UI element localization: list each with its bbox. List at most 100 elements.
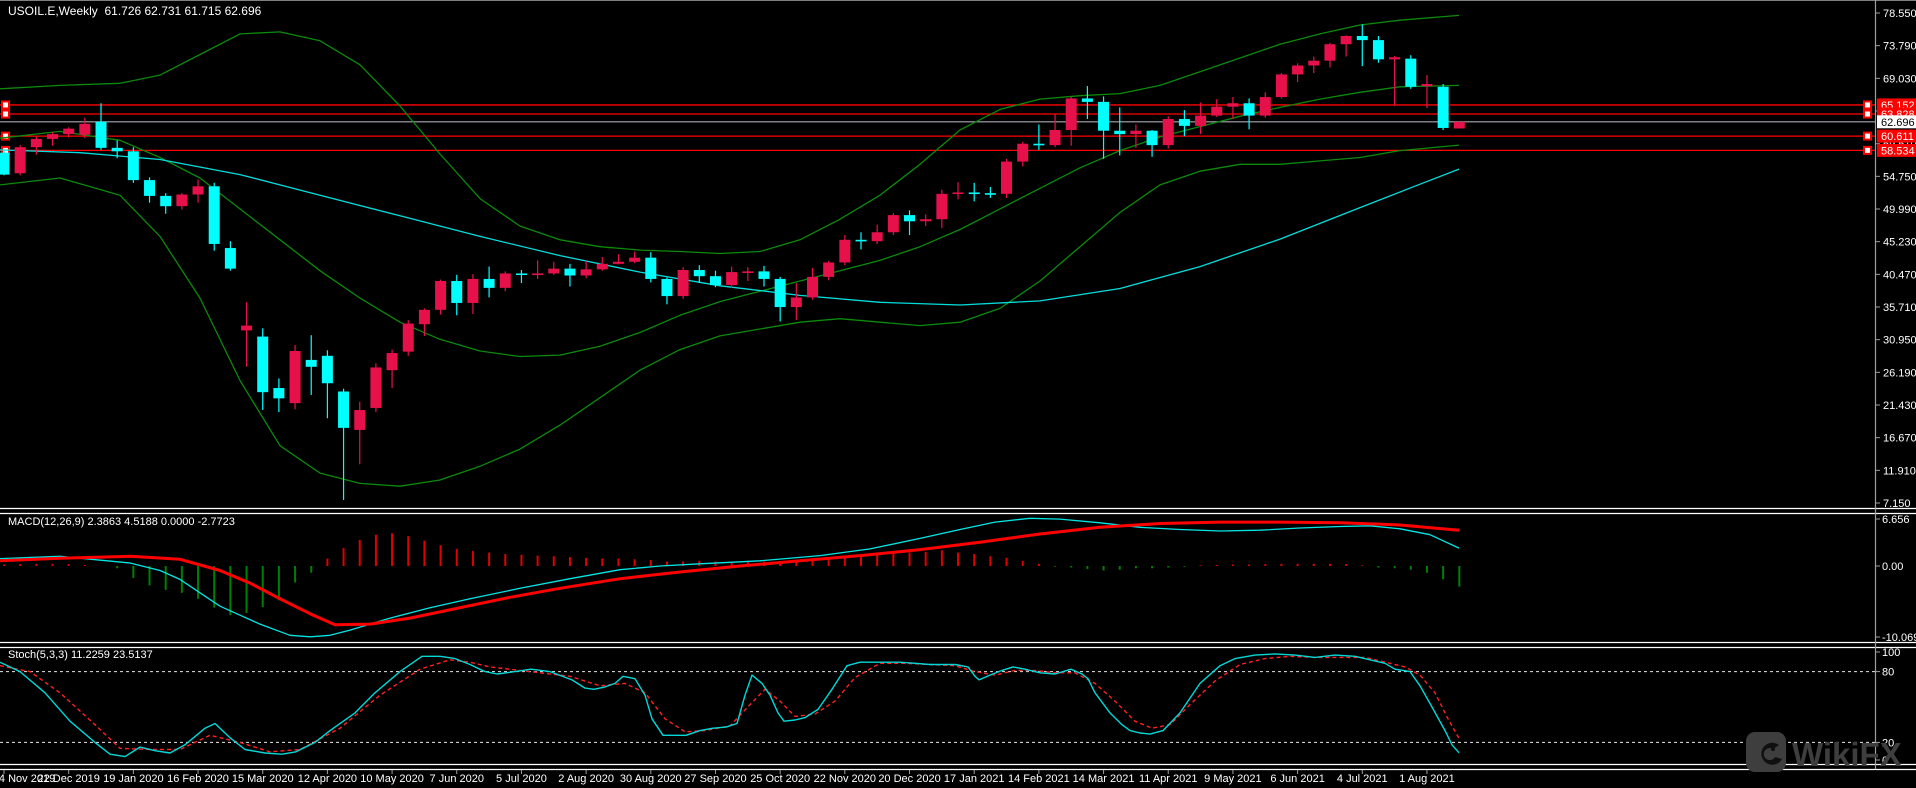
price-horizontal-lines[interactable] bbox=[0, 100, 1875, 155]
candle-body bbox=[709, 276, 721, 286]
candle-body bbox=[79, 123, 91, 135]
candle-body bbox=[30, 138, 42, 148]
candle-body bbox=[1098, 101, 1110, 131]
candle-body bbox=[257, 336, 269, 393]
bollinger-lower-line bbox=[0, 144, 1460, 487]
candle-body bbox=[661, 278, 673, 297]
candle-body bbox=[532, 273, 544, 276]
candle-body bbox=[1259, 97, 1271, 116]
svg-text:35.710: 35.710 bbox=[1883, 302, 1916, 314]
svg-text:45.230: 45.230 bbox=[1883, 237, 1916, 249]
candle-body bbox=[273, 388, 285, 399]
candle-body bbox=[1114, 130, 1126, 135]
candle-body bbox=[823, 262, 835, 277]
svg-text:WikiFX: WikiFX bbox=[1792, 736, 1902, 773]
stoch-d-line bbox=[0, 655, 1460, 753]
svg-text:10 May 2020: 10 May 2020 bbox=[360, 773, 424, 785]
svg-text:11.910: 11.910 bbox=[1883, 465, 1916, 477]
candle-body bbox=[435, 280, 447, 310]
candle-body bbox=[1001, 161, 1013, 194]
candle-body bbox=[1211, 106, 1223, 116]
macd-axis[interactable]: 6.656 0.00 -10.0699 bbox=[1875, 514, 1916, 644]
candle-body bbox=[370, 367, 382, 408]
candle-body bbox=[1292, 65, 1304, 75]
svg-text:22 Nov 2020: 22 Nov 2020 bbox=[814, 773, 876, 785]
candle-body bbox=[677, 270, 689, 297]
bollinger-upper-line bbox=[0, 14, 1460, 255]
wikifx-watermark: WikiFX bbox=[1746, 732, 1902, 773]
candle-body bbox=[548, 268, 560, 274]
candle-body bbox=[0, 152, 10, 175]
svg-text:73.790: 73.790 bbox=[1883, 41, 1916, 53]
candle-body bbox=[1178, 119, 1190, 126]
candle-body bbox=[904, 215, 916, 222]
stoch-k-line bbox=[0, 653, 1460, 758]
candle-body bbox=[564, 268, 576, 276]
svg-text:16.670: 16.670 bbox=[1883, 433, 1916, 445]
macd-indicator-label: MACD(12,26,9) 2.3863 4.5188 0.0000 -2.77… bbox=[8, 516, 235, 528]
svg-text:69.030: 69.030 bbox=[1883, 73, 1916, 85]
candle-body bbox=[1162, 119, 1174, 146]
candle-body bbox=[467, 278, 479, 303]
svg-text:62.696: 62.696 bbox=[1881, 117, 1915, 129]
candle-body bbox=[1356, 35, 1368, 41]
svg-text:30.950: 30.950 bbox=[1883, 335, 1916, 347]
hline-anchor-marker bbox=[1863, 131, 1872, 141]
candle-body bbox=[451, 280, 463, 303]
svg-text:17 Jan 2021: 17 Jan 2021 bbox=[944, 773, 1005, 785]
candle-body bbox=[1146, 130, 1158, 146]
svg-text:27 Sep 2020: 27 Sep 2020 bbox=[684, 773, 746, 785]
candle-body bbox=[127, 151, 139, 181]
hline-anchor-marker bbox=[1, 109, 10, 119]
candle-body bbox=[1453, 121, 1465, 129]
hline-anchor-marker bbox=[1, 131, 10, 141]
price-axis[interactable]: 78.55073.79069.03064.27059.51054.75049.9… bbox=[1875, 8, 1916, 510]
macd-histogram bbox=[3, 533, 1461, 616]
svg-text:7 Jun 2020: 7 Jun 2020 bbox=[430, 773, 484, 785]
svg-text:20 Dec 2020: 20 Dec 2020 bbox=[878, 773, 940, 785]
candle-body bbox=[726, 272, 738, 286]
candle-body bbox=[1405, 58, 1417, 87]
candle-body bbox=[95, 121, 107, 148]
candle-body bbox=[47, 134, 59, 139]
candle-body bbox=[936, 193, 948, 220]
hline-anchor-marker bbox=[1, 100, 10, 110]
candle-body bbox=[580, 269, 592, 276]
candle-body bbox=[1049, 130, 1061, 146]
hline-anchor-marker bbox=[1863, 145, 1872, 155]
svg-text:6.656: 6.656 bbox=[1882, 514, 1910, 526]
svg-text:30 Aug 2020: 30 Aug 2020 bbox=[620, 773, 682, 785]
candle-body bbox=[742, 271, 754, 273]
candle-body bbox=[483, 278, 495, 288]
candle-body bbox=[612, 261, 624, 264]
symbol-ohlc-title: USOIL.E,Weekly 61.726 62.731 61.715 62.6… bbox=[8, 4, 262, 18]
svg-text:9 May 2021: 9 May 2021 bbox=[1204, 773, 1261, 785]
candle-body bbox=[321, 355, 333, 384]
candle-body bbox=[790, 297, 802, 308]
svg-text:22 Dec 2019: 22 Dec 2019 bbox=[37, 773, 99, 785]
svg-text:40.470: 40.470 bbox=[1883, 269, 1916, 281]
svg-text:14 Mar 2021: 14 Mar 2021 bbox=[1073, 773, 1135, 785]
candle-body bbox=[14, 147, 26, 174]
candle-body bbox=[920, 219, 932, 222]
stoch-level-lines bbox=[0, 671, 1875, 743]
svg-text:15 Mar 2020: 15 Mar 2020 bbox=[232, 773, 294, 785]
current-price-badge bbox=[1877, 115, 1916, 129]
svg-text:25 Oct 2020: 25 Oct 2020 bbox=[750, 773, 810, 785]
svg-text:7.150: 7.150 bbox=[1883, 498, 1911, 510]
eagle-logo-icon bbox=[1746, 732, 1786, 772]
candle-body bbox=[1017, 143, 1029, 162]
candle-body bbox=[645, 257, 657, 279]
stoch-axis[interactable]: 100 80 20 0 bbox=[1875, 647, 1900, 767]
candle-body bbox=[1275, 74, 1287, 98]
candle-body bbox=[354, 410, 366, 430]
candle-body bbox=[1243, 103, 1255, 116]
candle-body bbox=[1130, 130, 1142, 135]
candle-body bbox=[1081, 98, 1093, 102]
candle-body bbox=[1389, 57, 1401, 60]
candle-body bbox=[289, 350, 301, 404]
macd-signal-line bbox=[0, 520, 1460, 627]
